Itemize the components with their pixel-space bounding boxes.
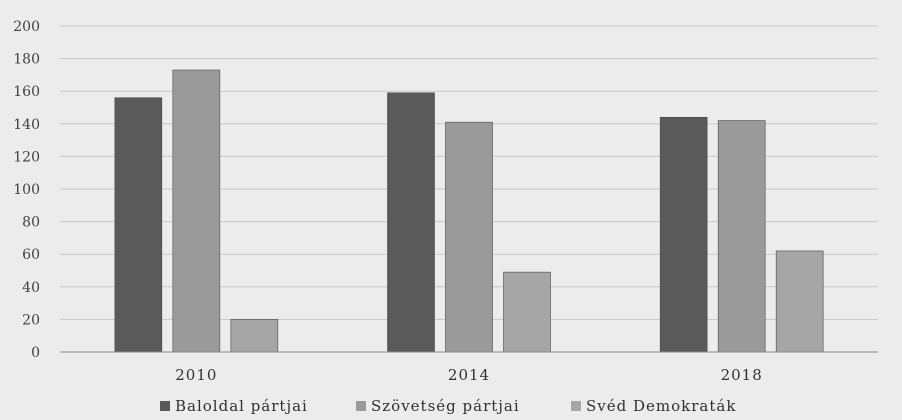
bar-2-2010 bbox=[172, 69, 221, 353]
bar-1-2018 bbox=[659, 116, 708, 353]
bar-3-2014 bbox=[503, 271, 551, 353]
bar-1-2010 bbox=[114, 97, 163, 353]
bars bbox=[114, 69, 824, 353]
y-tick-label: 0 bbox=[31, 345, 40, 361]
bar-1-2014 bbox=[387, 92, 435, 353]
legend-item: Svéd Demokraták bbox=[571, 397, 736, 415]
bar-3-2010 bbox=[230, 319, 279, 353]
legend-label: Szövetség pártjai bbox=[371, 397, 520, 415]
bar-3-2018 bbox=[775, 250, 824, 353]
y-tick-label: 40 bbox=[22, 280, 40, 296]
y-tick-label: 140 bbox=[13, 117, 40, 133]
x-category-label: 2014 bbox=[448, 366, 490, 384]
y-tick-label: 160 bbox=[13, 84, 40, 100]
y-tick-label: 200 bbox=[13, 19, 40, 35]
y-axis-ticks: 0 20 40 60 80 100 120 140 160 180 200 bbox=[13, 19, 40, 361]
bar-2-2014 bbox=[445, 121, 493, 353]
y-tick-label: 20 bbox=[22, 312, 40, 328]
legend-swatch bbox=[571, 401, 581, 411]
legend-item: Szövetség pártjai bbox=[356, 397, 520, 415]
x-category-label: 2018 bbox=[721, 366, 763, 384]
x-axis-categories: 2010 2014 2018 bbox=[175, 366, 763, 384]
legend-item: Baloldal pártjai bbox=[160, 397, 308, 415]
legend-swatch bbox=[160, 401, 170, 411]
x-category-label: 2010 bbox=[175, 366, 217, 384]
y-tick-label: 100 bbox=[13, 182, 40, 198]
bar-2-2018 bbox=[717, 120, 766, 353]
legend-swatch bbox=[356, 401, 366, 411]
y-tick-label: 80 bbox=[22, 215, 40, 231]
legend-label: Baloldal pártjai bbox=[175, 397, 308, 415]
y-tick-label: 180 bbox=[13, 52, 40, 68]
legend: Baloldal pártjai Szövetség pártjai Svéd De… bbox=[160, 397, 736, 415]
y-tick-label: 120 bbox=[13, 149, 40, 165]
y-tick-label: 60 bbox=[22, 247, 40, 263]
legend-label: Svéd Demokraták bbox=[586, 397, 736, 415]
